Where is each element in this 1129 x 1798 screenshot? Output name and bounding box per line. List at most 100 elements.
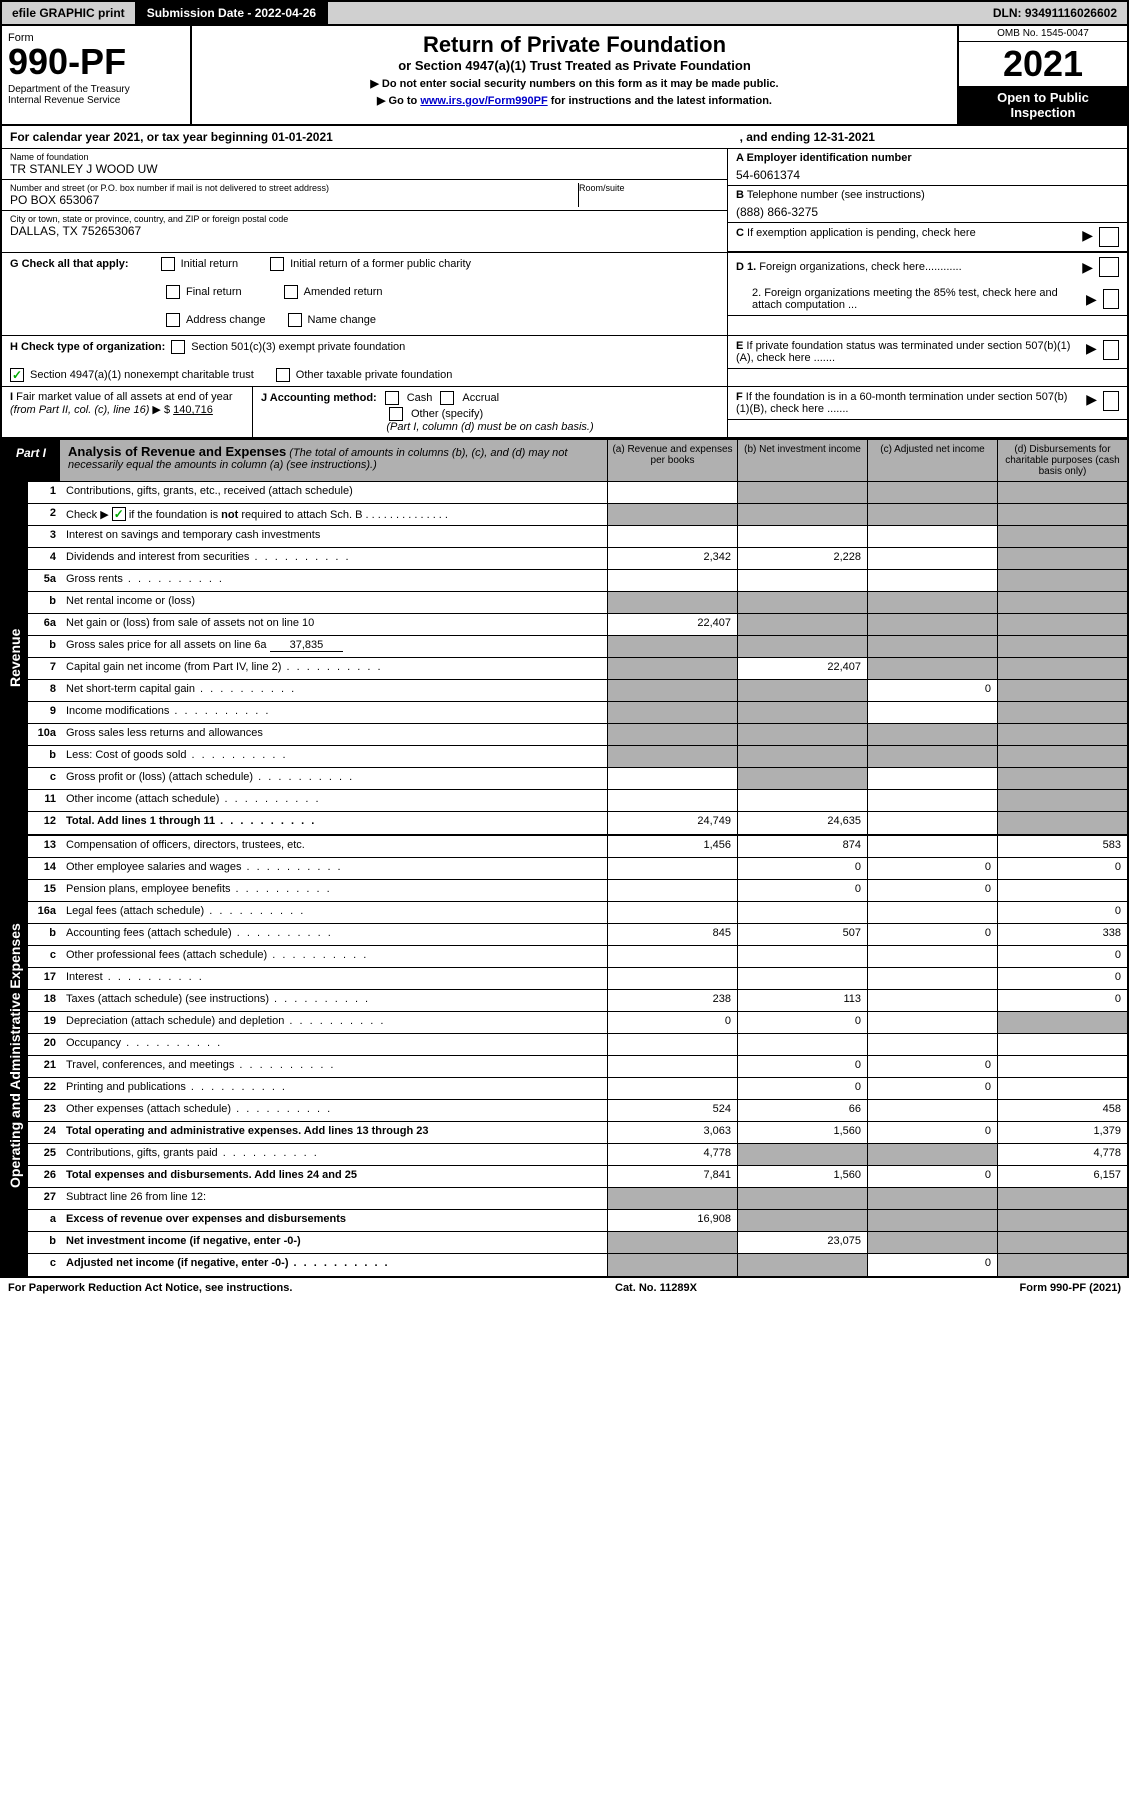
r18-a: 238 (607, 990, 737, 1011)
efile-print-button[interactable]: efile GRAPHIC print (2, 2, 137, 24)
j-accrual-checkbox[interactable] (440, 391, 454, 405)
initial-former-label: Initial return of a former public charit… (290, 258, 471, 270)
instruction-2: ▶ Go to www.irs.gov/Form990PF for instru… (204, 94, 945, 107)
footer-left: For Paperwork Reduction Act Notice, see … (8, 1282, 292, 1294)
inspection-label: Open to Public Inspection (959, 86, 1127, 124)
line-19: Depreciation (attach schedule) and deple… (62, 1012, 607, 1033)
city-label: City or town, state or province, country… (10, 214, 719, 224)
j-cash-checkbox[interactable] (385, 391, 399, 405)
h-501c3-label: Section 501(c)(3) exempt private foundat… (191, 341, 405, 353)
line-6b: Gross sales price for all assets on line… (62, 636, 607, 657)
r13-d: 583 (997, 836, 1127, 857)
d1-label: D 1. Foreign organizations, check here..… (736, 261, 962, 273)
line-7: Capital gain net income (from Part IV, l… (62, 658, 607, 679)
ein-label: A Employer identification number (736, 152, 1119, 164)
r18-d: 0 (997, 990, 1127, 1011)
line-6a: Net gain or (loss) from sale of assets n… (62, 614, 607, 635)
e-checkbox[interactable] (1103, 340, 1119, 360)
r16a-d: 0 (997, 902, 1127, 923)
irs-link[interactable]: www.irs.gov/Form990PF (420, 95, 547, 107)
line-5b: Net rental income or (loss) (62, 592, 607, 613)
r24-c: 0 (867, 1122, 997, 1143)
r27c-c: 0 (867, 1254, 997, 1276)
j-accrual-label: Accrual (462, 392, 499, 404)
line-5a: Gross rents (62, 570, 607, 591)
r21-c: 0 (867, 1056, 997, 1077)
r24-b: 1,560 (737, 1122, 867, 1143)
identity-section: Name of foundation TR STANLEY J WOOD UW … (0, 149, 1129, 252)
i-j-f-section: I Fair market value of all assets at end… (0, 386, 1129, 438)
room-label: Room/suite (579, 183, 719, 193)
foundation-name: TR STANLEY J WOOD UW (10, 162, 719, 176)
r26-a: 7,841 (607, 1166, 737, 1187)
r19-b: 0 (737, 1012, 867, 1033)
d1-checkbox[interactable] (1099, 257, 1119, 277)
c-checkbox[interactable] (1099, 227, 1119, 247)
r17-d: 0 (997, 968, 1127, 989)
h-other-checkbox[interactable] (276, 368, 290, 382)
dln-label: DLN: 93491116026602 (983, 2, 1127, 24)
line-2: Check ▶ ✓ if the foundation is not requi… (62, 504, 607, 525)
line-14: Other employee salaries and wages (62, 858, 607, 879)
expenses-side-label: Operating and Administrative Expenses (2, 836, 28, 1276)
h-e-section: H Check type of organization: Section 50… (0, 335, 1129, 386)
g-label: G Check all that apply: (10, 258, 129, 270)
amended-checkbox[interactable] (284, 285, 298, 299)
r4-a: 2,342 (607, 548, 737, 569)
d2-checkbox[interactable] (1103, 289, 1119, 309)
col-b-header: (b) Net investment income (737, 440, 867, 481)
f-checkbox[interactable] (1103, 391, 1119, 411)
final-return-label: Final return (186, 286, 242, 298)
initial-former-checkbox[interactable] (270, 257, 284, 271)
j-other-checkbox[interactable] (389, 407, 403, 421)
r16b-d: 338 (997, 924, 1127, 945)
r25-a: 4,778 (607, 1144, 737, 1165)
omb-number: OMB No. 1545-0047 (959, 26, 1127, 42)
toolbar-spacer (328, 2, 983, 24)
r4-b: 2,228 (737, 548, 867, 569)
line-4: Dividends and interest from securities (62, 548, 607, 569)
line-27b: Net investment income (if negative, ente… (62, 1232, 607, 1253)
i-value: 140,716 (173, 404, 213, 416)
cal-begin: For calendar year 2021, or tax year begi… (10, 130, 333, 144)
col-a-header: (a) Revenue and expenses per books (607, 440, 737, 481)
r12-b: 24,635 (737, 812, 867, 834)
c-label: C If exemption application is pending, c… (736, 227, 976, 239)
addr-label: Number and street (or P.O. box number if… (10, 183, 578, 193)
line-9: Income modifications (62, 702, 607, 723)
h-501c3-checkbox[interactable] (171, 340, 185, 354)
r22-c: 0 (867, 1078, 997, 1099)
revenue-side-label: Revenue (2, 482, 28, 834)
r19-a: 0 (607, 1012, 737, 1033)
tax-year: 2021 (959, 42, 1127, 86)
name-change-checkbox[interactable] (288, 313, 302, 327)
address: PO BOX 653067 (10, 193, 578, 207)
r18-b: 113 (737, 990, 867, 1011)
r7-b: 22,407 (737, 658, 867, 679)
address-change-checkbox[interactable] (166, 313, 180, 327)
revenue-table: Revenue 1Contributions, gifts, grants, e… (0, 482, 1129, 836)
final-return-checkbox[interactable] (166, 285, 180, 299)
line-24: Total operating and administrative expen… (62, 1122, 607, 1143)
r25-d: 4,778 (997, 1144, 1127, 1165)
line-11: Other income (attach schedule) (62, 790, 607, 811)
schb-checkbox[interactable]: ✓ (112, 507, 126, 521)
footer-mid: Cat. No. 11289X (615, 1282, 697, 1294)
r26-b: 1,560 (737, 1166, 867, 1187)
j-note: (Part I, column (d) must be on cash basi… (261, 421, 719, 433)
line-3: Interest on savings and temporary cash i… (62, 526, 607, 547)
line-1: Contributions, gifts, grants, etc., rece… (62, 482, 607, 503)
r14-c: 0 (867, 858, 997, 879)
line-17: Interest (62, 968, 607, 989)
r16b-b: 507 (737, 924, 867, 945)
line-16c: Other professional fees (attach schedule… (62, 946, 607, 967)
r14-b: 0 (737, 858, 867, 879)
name-change-label: Name change (308, 314, 377, 326)
part1-title: Analysis of Revenue and Expenses (68, 444, 286, 459)
h-4947-checkbox[interactable]: ✓ (10, 368, 24, 382)
initial-return-checkbox[interactable] (161, 257, 175, 271)
line-23: Other expenses (attach schedule) (62, 1100, 607, 1121)
col-d-header: (d) Disbursements for charitable purpose… (997, 440, 1127, 481)
page-footer: For Paperwork Reduction Act Notice, see … (0, 1278, 1129, 1298)
j-cash-label: Cash (407, 392, 433, 404)
